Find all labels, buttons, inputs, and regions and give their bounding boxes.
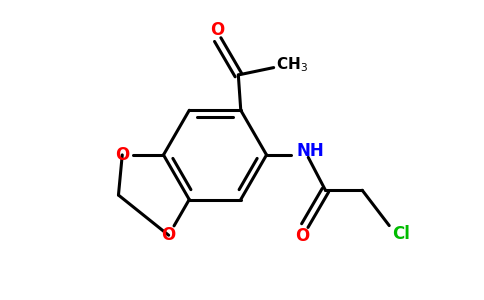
Text: CH$_3$: CH$_3$: [276, 55, 308, 74]
Text: O: O: [295, 227, 309, 245]
Text: NH: NH: [297, 142, 324, 160]
Text: O: O: [162, 226, 176, 244]
Text: O: O: [115, 146, 129, 164]
Text: O: O: [211, 21, 225, 39]
Text: Cl: Cl: [392, 225, 409, 243]
